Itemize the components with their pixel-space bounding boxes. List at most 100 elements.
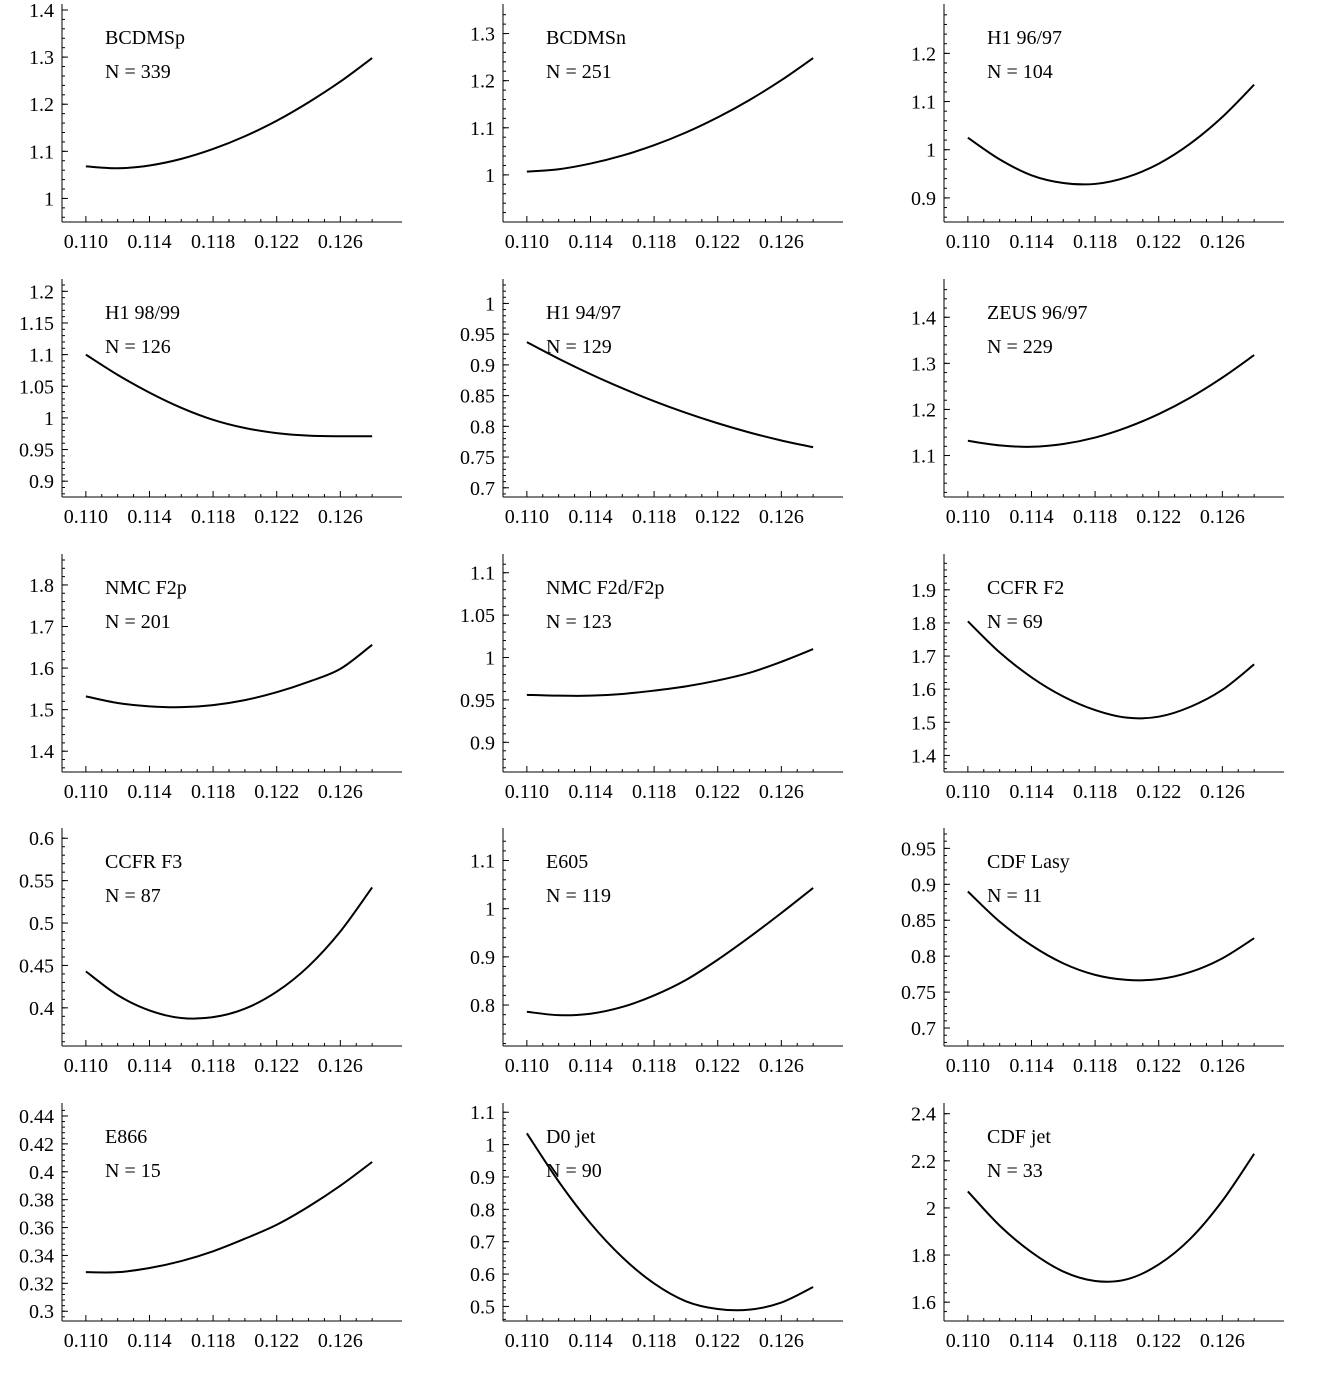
chart-svg: 0.110 0.114 0.118 0.122 0.126 0.9 0.95 1 1.05 1.1… (19, 278, 402, 528)
chart-svg: 0.110 0.114 0.118 0.122 0.126 0.8 0.9 1 1.1 E605 N… (470, 828, 843, 1077)
y-tick-label: 1.3 (911, 353, 936, 375)
panel-subtitle: N = 11 (987, 885, 1042, 907)
panel-subtitle: N = 104 (987, 61, 1053, 83)
panel-title: CDF jet (987, 1126, 1051, 1148)
y-tick-label: 0.8 (470, 1200, 495, 1222)
x-tick-label: 0.114 (568, 781, 612, 803)
x-tick-label: 0.118 (1073, 231, 1117, 253)
chart-svg: 0.110 0.114 0.118 0.122 0.126 0.7 0.75 0.8 0.85 0… (460, 278, 843, 528)
x-tick-label: 0.110 (505, 231, 549, 253)
panel-title: E866 (105, 1126, 147, 1148)
y-tick-label: 1.6 (911, 1292, 936, 1314)
y-tick-label: 1.8 (911, 613, 936, 635)
panel-subtitle: N = 119 (546, 885, 611, 907)
panel-title: CCFR F3 (105, 851, 182, 873)
x-tick-label: 0.126 (1200, 1055, 1245, 1077)
x-tick-label: 0.114 (1009, 506, 1053, 528)
y-tick-label: 1.2 (470, 71, 495, 93)
y-tick-label: 1.4 (911, 745, 936, 767)
chart-svg: 0.110 0.114 0.118 0.122 0.126 1 1.1 1.2 1.3 1.4 BC… (29, 0, 402, 253)
y-tick-label: 0.9 (29, 471, 54, 493)
y-tick-label: 1.6 (29, 658, 54, 680)
y-tick-label: 1.4 (911, 307, 936, 329)
y-tick-label: 1.1 (911, 92, 936, 114)
panel-subtitle: N = 126 (105, 336, 171, 358)
x-tick-label: 0.114 (568, 506, 612, 528)
x-tick-label: 0.126 (1200, 506, 1245, 528)
x-tick-label: 0.122 (254, 231, 299, 253)
x-tick-label: 0.114 (127, 1330, 171, 1352)
chart-panel: 0.110 0.114 0.118 0.122 0.126 0.4 0.45 0.5 0.55 0… (0, 824, 441, 1099)
x-tick-label: 0.118 (1073, 1330, 1117, 1352)
x-tick-label: 0.122 (695, 1055, 740, 1077)
chart-panel: 0.110 0.114 0.118 0.122 0.126 0.9 0.95 1 1.05 1.1… (441, 550, 882, 825)
x-tick-label: 0.126 (759, 781, 804, 803)
panel-subtitle: N = 129 (546, 336, 612, 358)
y-tick-label: 0.44 (19, 1106, 54, 1128)
x-tick-label: 0.114 (127, 231, 171, 253)
series-line (526, 647, 814, 697)
series-line (526, 1132, 814, 1312)
panel-subtitle: N = 339 (105, 61, 171, 83)
chart-svg: 0.110 0.114 0.118 0.122 0.126 1.6 1.8 2 2.2 2.4 CD… (911, 1103, 1284, 1352)
y-tick-label: 1 (44, 408, 54, 430)
panel-subtitle: N = 69 (987, 611, 1043, 633)
y-tick-label: 0.8 (470, 416, 495, 438)
x-tick-label: 0.126 (318, 231, 363, 253)
y-tick-label: 0.7 (470, 478, 495, 500)
x-tick-label: 0.122 (254, 506, 299, 528)
series-line (526, 341, 814, 449)
y-tick-label: 0.9 (470, 732, 495, 754)
y-tick-label: 2.4 (911, 1104, 936, 1126)
x-tick-label: 0.114 (568, 231, 612, 253)
y-tick-label: 0.34 (19, 1246, 54, 1268)
panel-subtitle: N = 15 (105, 1160, 161, 1182)
x-tick-label: 0.110 (946, 1055, 990, 1077)
panel-title: H1 94/97 (546, 302, 621, 324)
x-tick-label: 0.122 (1136, 231, 1181, 253)
y-tick-label: 0.75 (901, 982, 936, 1004)
y-tick-label: 0.4 (29, 998, 54, 1020)
y-tick-label: 1.2 (911, 399, 936, 421)
x-tick-label: 0.114 (568, 1330, 612, 1352)
y-tick-label: 1.1 (29, 344, 54, 366)
y-tick-label: 0.8 (911, 947, 936, 969)
x-tick-label: 0.126 (759, 231, 804, 253)
x-tick-label: 0.110 (505, 781, 549, 803)
y-tick-label: 1 (485, 899, 495, 921)
y-tick-label: 0.7 (911, 1018, 936, 1040)
y-tick-label: 0.9 (470, 1167, 495, 1189)
series-line (967, 354, 1255, 448)
y-tick-label: 0.95 (901, 839, 936, 861)
y-tick-label: 0.32 (19, 1274, 54, 1296)
x-tick-label: 0.110 (946, 1330, 990, 1352)
panel-title: BCDMSp (105, 27, 185, 49)
chart-svg: 0.110 0.114 0.118 0.122 0.126 0.7 0.75 0.8 0.85 0… (901, 828, 1284, 1077)
y-tick-label: 1.1 (29, 141, 54, 163)
x-tick-label: 0.110 (64, 1055, 108, 1077)
chart-svg: 0.110 0.114 0.118 0.122 0.126 0.3 0.32 0.34 0.36… (19, 1103, 402, 1352)
x-tick-label: 0.122 (1136, 1330, 1181, 1352)
y-tick-label: 0.42 (19, 1134, 54, 1156)
x-tick-label: 0.110 (505, 1330, 549, 1352)
x-tick-label: 0.118 (1073, 506, 1117, 528)
chart-panel: 0.110 0.114 0.118 0.122 0.126 0.8 0.9 1 1.1 E605 N… (441, 824, 882, 1099)
x-tick-label: 0.126 (1200, 781, 1245, 803)
y-tick-label: 0.36 (19, 1218, 54, 1240)
x-tick-label: 0.114 (1009, 1330, 1053, 1352)
x-tick-label: 0.118 (191, 781, 235, 803)
x-tick-label: 0.118 (632, 231, 676, 253)
panel-subtitle: N = 90 (546, 1160, 602, 1182)
y-tick-label: 0.95 (460, 324, 495, 346)
y-tick-label: 1.2 (29, 281, 54, 303)
y-tick-label: 1.3 (470, 24, 495, 46)
x-tick-label: 0.110 (64, 231, 108, 253)
chart-panel: 0.110 0.114 0.118 0.122 0.126 0.7 0.75 0.8 0.85 0… (882, 824, 1323, 1099)
y-tick-label: 1 (926, 140, 936, 162)
series-line (85, 57, 373, 170)
x-tick-label: 0.126 (1200, 231, 1245, 253)
chart-panel: 0.110 0.114 0.118 0.122 0.126 0.3 0.32 0.34 0.36… (0, 1099, 441, 1374)
x-tick-label: 0.110 (505, 1055, 549, 1077)
y-tick-label: 1.9 (911, 579, 936, 601)
panel-title: CDF Lasy (987, 851, 1070, 873)
